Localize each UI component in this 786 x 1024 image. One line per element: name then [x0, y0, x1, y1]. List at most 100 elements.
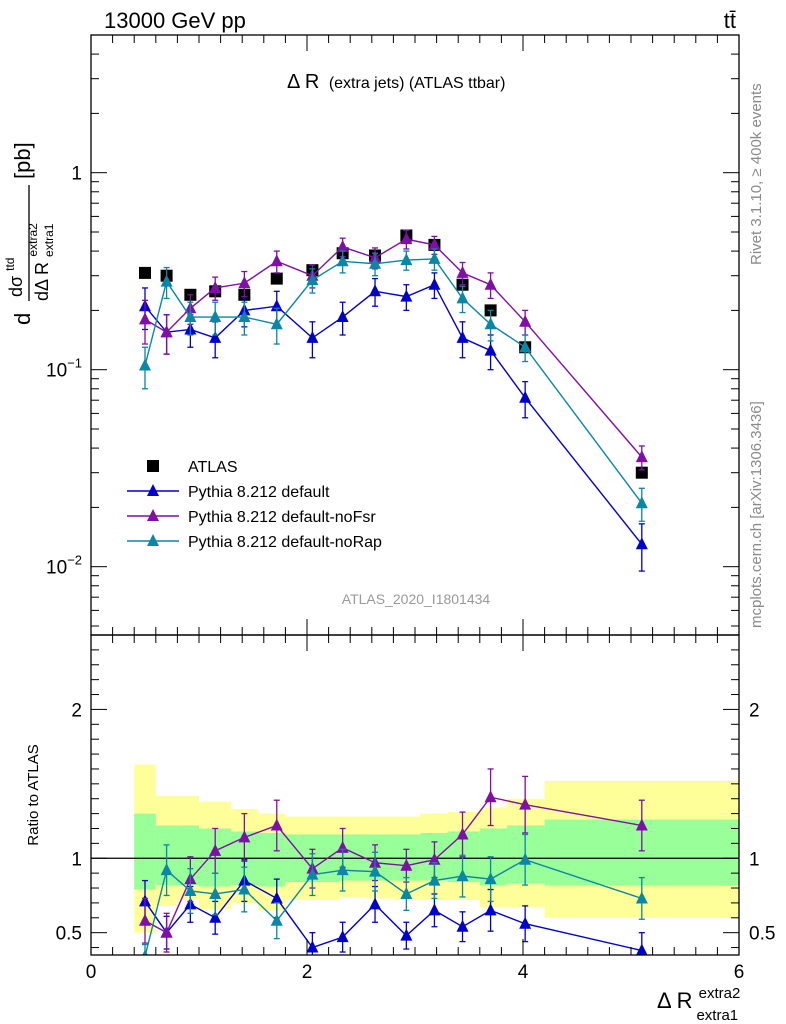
y-tick-label-exponent: −1: [67, 356, 82, 371]
data-point: [635, 450, 648, 463]
ratio-data-point: [484, 903, 497, 916]
data-point: [456, 291, 469, 304]
watermark: ATLAS_2020_I1801434: [342, 591, 491, 607]
legend-marker-square: [147, 460, 159, 472]
legend-label: Pythia 8.212 default: [188, 484, 330, 501]
data-point: [160, 325, 173, 338]
data-point: [306, 330, 319, 343]
ratio-data-point: [428, 852, 441, 865]
data-point: [238, 310, 251, 323]
ratio-y-tick-label-left: 1: [71, 849, 82, 870]
ratio-axis-label: Ratio to ATLAS: [25, 744, 42, 845]
ratio-data-point: [270, 913, 283, 926]
main-plot: 10−210−11 Δ R (extra jets) (ATLAS ttbar)…: [46, 34, 740, 636]
ratio-data-point: [456, 869, 469, 882]
data-point: [428, 277, 441, 290]
data-point: [160, 274, 173, 287]
ratio-data-point: [160, 925, 173, 938]
ratio-series-group: [139, 768, 648, 955]
uncertainty-band-inner: [258, 832, 286, 887]
data-point: [519, 314, 532, 327]
data-point: [369, 284, 382, 297]
ratio-data-point: [400, 858, 413, 871]
y-axis-label-denominator: dΔ R: [32, 262, 52, 301]
data-point: [336, 310, 349, 323]
main-plot-ticks: 10−210−11: [46, 34, 740, 635]
data-point: [209, 330, 222, 343]
ratio-data-point: [142, 949, 148, 955]
legend-label: ATLAS: [188, 459, 238, 476]
data-point: [635, 537, 648, 550]
legend-marker-triangle: [147, 484, 159, 496]
ratio-data-point: [209, 886, 222, 899]
data-point: [635, 496, 648, 509]
data-point: [400, 232, 413, 245]
ratio-data-point: [428, 903, 441, 916]
ratio-plot: 0.5 0.5 1 1 2 2 0 2 4 6: [56, 634, 775, 983]
ratio-data-point: [519, 916, 532, 929]
y-axis-label-sigma: dσ: [6, 276, 26, 297]
data-point: [456, 330, 469, 343]
y-axis-label-unit: [pb]: [10, 142, 35, 179]
ratio-data-point: [139, 913, 151, 926]
ratio-data-point: [635, 891, 648, 904]
series-line: [144, 238, 643, 458]
ratio-data-point: [369, 864, 382, 877]
y-axis-label-denominator-sup: extra2: [26, 223, 40, 257]
ratio-plot-ticks: 0.5 0.5 1 1 2 2 0 2 4 6: [56, 635, 775, 983]
x-tick-label: 2: [302, 962, 313, 983]
mcplots-caption: mcplots.cern.ch [arXiv:1306.3436]: [748, 401, 765, 628]
x-axis-label-main: Δ R: [657, 988, 692, 1013]
ratio-series-1: [139, 768, 648, 953]
x-axis-label-sup: extra2: [699, 985, 741, 1002]
ratio-data-point: [209, 843, 222, 856]
data-point: [400, 253, 413, 266]
legend-marker-triangle: [147, 509, 159, 521]
x-axis-label: Δ R extra2 extra1: [657, 978, 746, 1024]
legend-label: Pythia 8.212 default-noRap: [188, 534, 382, 551]
ratio-data-point: [306, 867, 319, 880]
data-point: [139, 312, 151, 325]
ratio-y-tick-label-right: 0.5: [749, 924, 775, 945]
legend-label: Pythia 8.212 default-noFsr: [188, 509, 376, 526]
legend: ATLAS Pythia 8.212 default Pythia 8.212 de…: [127, 459, 382, 551]
series-3: [139, 248, 648, 522]
y-tick-label-base: 10: [46, 361, 67, 382]
data-point: [306, 273, 319, 286]
ratio-data-point: [484, 790, 497, 803]
ratio-data-point: [336, 863, 349, 876]
data-point: [428, 251, 441, 264]
data-point: [336, 254, 349, 267]
ratio-data-point: [635, 818, 648, 831]
data-point: [209, 310, 222, 323]
data-point: [369, 256, 382, 269]
ratio-data-point: [636, 943, 648, 955]
ratio-data-point: [238, 830, 251, 843]
y-axis-label: d dσ ttd dΔ R extra1 extra2 [pb]: [3, 142, 56, 325]
ratio-data-point: [306, 940, 319, 953]
ratio-data-point: [336, 930, 349, 943]
plot-title-main: Δ R: [287, 71, 319, 93]
y-tick-label-base: 10: [46, 558, 67, 579]
y-tick-label: 10−2: [46, 553, 82, 579]
series-line: [144, 283, 643, 545]
data-point: [209, 280, 222, 293]
ratio-data-point: [400, 886, 413, 899]
uncertainty-band-inner: [177, 825, 199, 886]
data-point: [238, 276, 251, 289]
data-point: [184, 310, 197, 323]
ratio-data-point: [428, 873, 441, 886]
data-point: [336, 239, 349, 252]
x-tick-label: 6: [734, 962, 745, 983]
data-point: [428, 237, 441, 250]
uncertainty-band-inner: [134, 813, 156, 890]
plot-title-sub: (extra jets) (ATLAS ttbar): [329, 75, 506, 92]
ratio-data-point: [519, 852, 532, 865]
ratio-y-tick-label-right: 2: [749, 700, 760, 721]
ratio-y-tick-label-left: 0.5: [56, 924, 82, 945]
ratio-data-point: [456, 827, 469, 840]
data-point: [484, 277, 497, 290]
data-point: [456, 265, 469, 278]
ratio-data-point: [238, 882, 251, 895]
ratio-data-point: [184, 884, 197, 896]
